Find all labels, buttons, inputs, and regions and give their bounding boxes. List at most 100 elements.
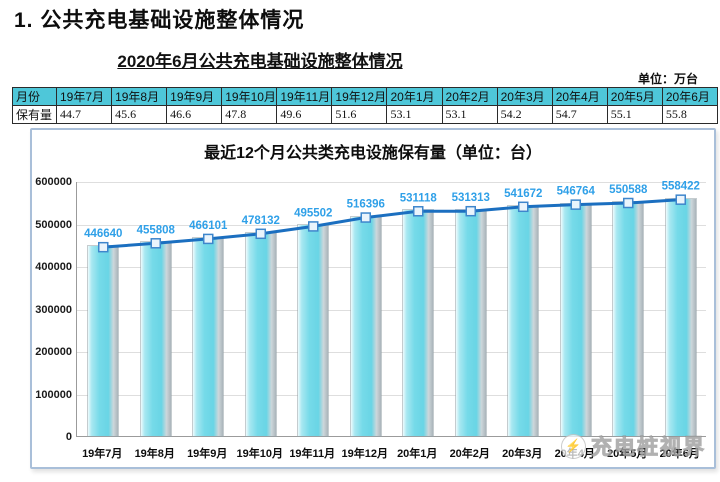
x-tick-label: 19年8月 — [134, 448, 175, 460]
data-point-marker — [465, 205, 476, 217]
monthly-holdings-table: 月份 19年7月 19年8月 19年9月 19年10月 19年11月 19年12月 20年1月… — [12, 87, 719, 124]
gridline — [77, 309, 706, 311]
table-month-header: 20年6月 — [661, 87, 719, 106]
data-point-marker — [203, 233, 214, 245]
value-label: 550588 — [609, 184, 648, 196]
gridline — [77, 267, 706, 268]
bar — [560, 203, 591, 436]
table-value-cell: 49.6 — [276, 105, 333, 124]
x-tick-label: 19年9月 — [187, 448, 228, 460]
table-header-row: 月份 19年7月 19年8月 19年9月 19年10月 19年11月 19年12月 20年1月… — [12, 87, 719, 106]
table-value-cell: 46.6 — [166, 105, 223, 124]
bar — [350, 216, 381, 436]
chart-title: 最近12个月公共类充电设施保有量（单位：台） — [204, 145, 542, 162]
data-point-marker — [255, 228, 266, 240]
table-title: 2020年6月公共充电基础设施整体情况 — [117, 52, 403, 71]
y-tick-label: 100000 — [35, 388, 72, 401]
y-tick-label: 300000 — [35, 303, 72, 316]
bar — [508, 205, 539, 436]
value-label: 495502 — [294, 207, 332, 219]
value-label: 478132 — [242, 215, 280, 227]
value-label: 455808 — [137, 224, 176, 236]
table-value-cell: 55.1 — [606, 105, 663, 124]
value-label: 546764 — [557, 186, 596, 198]
x-tick-label: 20年6月 — [659, 448, 700, 460]
x-tick-label: 20年5月 — [607, 448, 648, 460]
y-tick-label: 0 — [65, 431, 72, 443]
data-point-marker — [150, 238, 161, 249]
table-month-header: 19年11月 — [276, 87, 333, 106]
plot-area: 446640 455808 466101 478132 495502 516396 5311… — [76, 181, 706, 437]
x-tick-label: 19年12月 — [341, 448, 388, 460]
data-point-marker — [413, 206, 424, 217]
table-data-row: 保有量 44.7 45.6 46.6 47.8 49.6 51.6 53.1 53.1 54.2 5… — [12, 105, 719, 124]
bar — [613, 202, 644, 436]
table-value-cell: 44.7 — [55, 105, 113, 124]
data-point-marker — [570, 199, 581, 210]
gridline — [77, 224, 706, 226]
gridline — [77, 352, 706, 353]
bar — [298, 225, 329, 436]
table-value-cell: 54.2 — [496, 105, 553, 124]
data-point-marker — [623, 197, 634, 209]
table-value-cell: 47.8 — [221, 105, 278, 124]
y-tick-label: 200000 — [35, 346, 72, 358]
bar — [193, 237, 224, 436]
table-month-header: 20年4月 — [551, 87, 608, 106]
table-month-header: 20年3月 — [496, 87, 553, 106]
x-tick-label: 19年7月 — [82, 448, 123, 460]
data-point-marker — [518, 201, 529, 213]
table-value-cell: 51.6 — [331, 105, 388, 124]
table-month-header: 19年8月 — [111, 87, 168, 106]
x-tick-label: 20年2月 — [449, 448, 490, 460]
value-label: 446640 — [84, 228, 122, 240]
bar — [88, 246, 119, 436]
value-label: 531118 — [400, 192, 438, 204]
table-corner-header: 月份 — [12, 87, 57, 106]
line-series-overlay: 446640 455808 466101 478132 495502 516396 5311… — [84, 181, 700, 253]
data-point-marker — [308, 221, 319, 232]
value-label: 558422 — [662, 181, 700, 193]
chart-container: 最近12个月公共类充电设施保有量（单位：台） 600000 500000 40000… — [30, 128, 716, 469]
trend-line — [103, 198, 681, 249]
x-tick-label: 19年11月 — [289, 448, 336, 460]
bar — [455, 210, 486, 436]
bar — [403, 210, 434, 436]
table-month-header: 19年12月 — [331, 87, 388, 106]
table-value-cell: 53.1 — [441, 105, 498, 124]
data-point-marker — [98, 241, 109, 253]
x-axis-labels: 19年7月 19年8月 19年9月 19年10月 19年11月 19年12月 20年1月 20… — [76, 445, 706, 461]
table-body: 月份 19年7月 19年8月 19年9月 19年10月 19年11月 19年12月 20年1月… — [12, 87, 719, 124]
table-month-header: 19年9月 — [166, 87, 223, 106]
value-label: 516396 — [347, 199, 385, 211]
x-tick-label: 20年4月 — [554, 448, 595, 460]
value-label: 466101 — [189, 220, 228, 232]
table-month-header: 19年7月 — [55, 87, 113, 106]
table-month-header: 20年1月 — [386, 87, 443, 106]
table-value-cell: 45.6 — [111, 105, 168, 124]
data-point-marker — [360, 212, 371, 223]
bar — [665, 198, 696, 436]
bar — [245, 232, 276, 436]
value-label: 541672 — [504, 188, 542, 200]
table-value-cell: 53.1 — [386, 105, 443, 124]
unit-note: 单位：万台 — [637, 72, 698, 86]
bar — [140, 242, 171, 436]
table-month-header: 19年10月 — [221, 87, 278, 106]
table-row-label: 保有量 — [12, 105, 57, 124]
table-value-cell: 55.8 — [661, 105, 719, 124]
x-tick-label: 20年1月 — [397, 448, 438, 460]
gridline — [77, 182, 706, 183]
y-tick-label: 500000 — [35, 218, 72, 231]
y-tick-label: 400000 — [35, 261, 72, 273]
x-tick-label: 20年3月 — [502, 448, 543, 460]
table-month-header: 20年2月 — [441, 87, 498, 106]
y-tick-label: 600000 — [35, 176, 72, 188]
data-point-marker — [675, 194, 686, 205]
table-month-header: 20年5月 — [606, 87, 663, 106]
table-value-cell: 54.7 — [551, 105, 608, 124]
x-tick-label: 19年10月 — [236, 448, 283, 460]
gridline — [77, 394, 706, 396]
page-title: 1. 公共充电基础设施整体情况 — [14, 9, 305, 32]
value-label: 531313 — [452, 192, 490, 204]
